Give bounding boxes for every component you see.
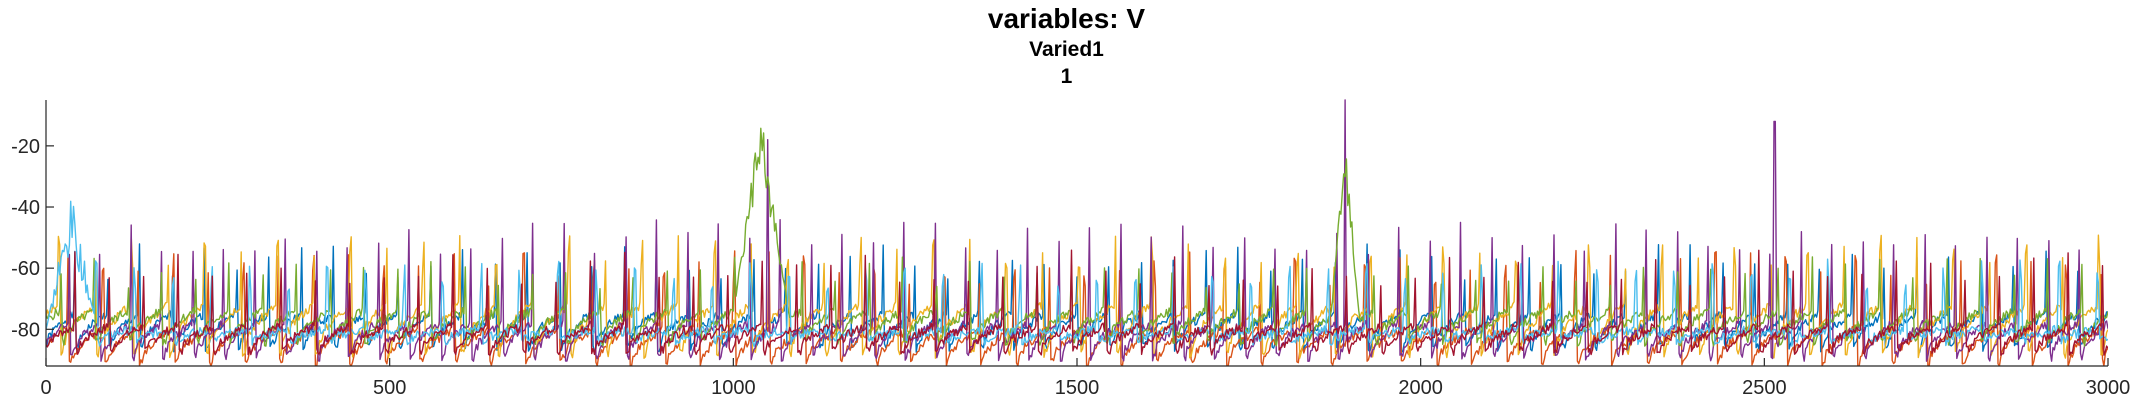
y-tick-label--20: -20 xyxy=(11,136,40,158)
chart-subtitle-1: Varied1 xyxy=(1029,38,1104,61)
chart-subtitle-2: 1 xyxy=(1060,65,1073,88)
x-tick-label-2500: 2500 xyxy=(1742,377,1787,399)
x-tick-label-2000: 2000 xyxy=(1398,377,1443,399)
series-line-5 xyxy=(46,127,2108,347)
x-tick-label-1500: 1500 xyxy=(1055,377,1100,399)
axes-layer: 0 500 1000 1500 2000 2500 3000 -20 -40 -60 -80 xyxy=(11,100,2130,399)
series-line-1 xyxy=(46,243,2108,353)
x-tick-label-3000: 3000 xyxy=(2086,377,2131,399)
y-tick-label--60: -60 xyxy=(11,258,40,280)
series-line-4 xyxy=(46,99,2108,362)
series-line-6 xyxy=(46,200,2108,347)
x-tick-label-1000: 1000 xyxy=(711,377,756,399)
y-tick-label--40: -40 xyxy=(11,197,40,219)
x-tick-label-500: 500 xyxy=(373,377,406,399)
y-tick-label--80: -80 xyxy=(11,319,40,341)
chart-title: variables: V xyxy=(987,3,1146,34)
chart-titles: variables: V Varied1 1 xyxy=(0,2,2133,90)
series-layer xyxy=(46,99,2108,366)
series-line-3 xyxy=(46,234,2108,359)
series-line-7 xyxy=(46,249,2108,356)
x-tick-label-0: 0 xyxy=(40,377,51,399)
